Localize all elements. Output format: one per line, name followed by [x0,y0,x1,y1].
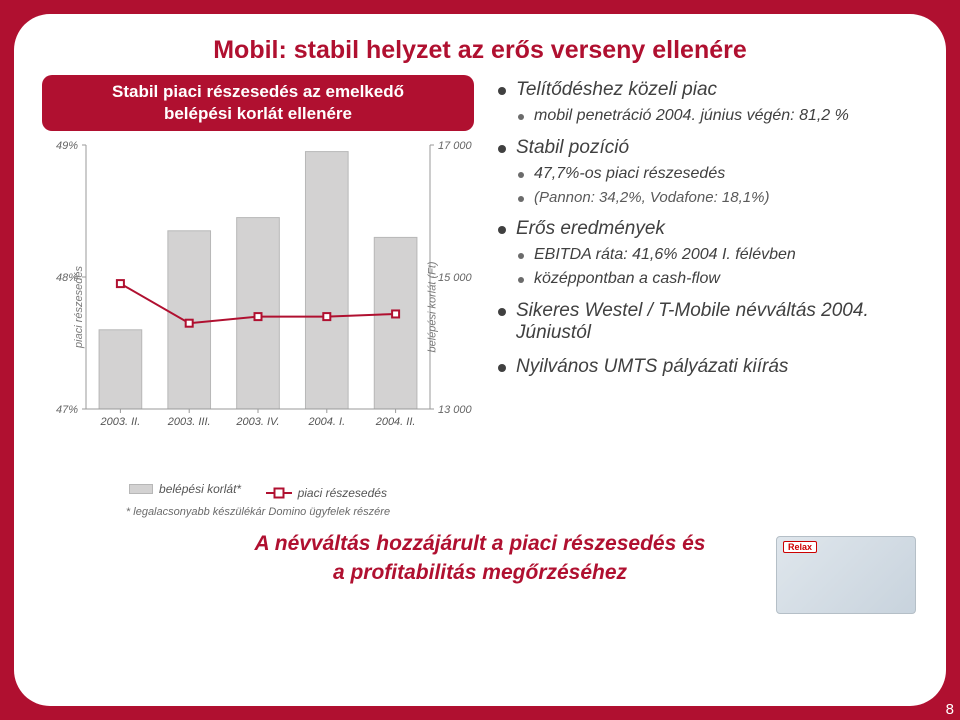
sub-bullet-item: EBITDA ráta: 41,6% 2004 I. félévben [516,246,918,264]
svg-text:2004. I.: 2004. I. [307,416,345,428]
chart-column: Stabil piaci részesedés az emelkedőbelép… [42,75,474,518]
bullet-item: Telítődéshez közeli piac mobil penetráció… [496,79,918,125]
sub-bullet-item: 47,7%-os piaci részesedés [516,165,918,183]
svg-text:2003. III.: 2003. III. [167,416,211,428]
bullet-item: Stabil pozíció 47,7%-os piaci részesedés (… [496,137,918,206]
legend-line-label: piaci részesedés [298,486,387,500]
right-axis-label: belépési korlát (Ft) [426,262,438,353]
bullet-text: Telítődéshez közeli piac [516,79,717,100]
sub-bullet-item: (Pannon: 34,2%, Vodafone: 18,1%) [516,189,918,206]
slide-card: Mobil: stabil helyzet az erős verseny el… [14,14,946,706]
bullet-item: Erős eredmények EBITDA ráta: 41,6% 2004 I… [496,218,918,288]
svg-text:17 000: 17 000 [438,140,473,152]
sub-bullet-item: mobil penetráció 2004. június végén: 81,… [516,107,918,125]
bullet-item: Sikeres Westel / T-Mobile névváltás 2004… [496,300,918,344]
bullets-column: Telítődéshez közeli piac mobil penetráció… [496,75,918,518]
combo-chart: 47%48%49%13 00015 00017 0002003. II.2003… [42,137,474,447]
svg-text:13 000: 13 000 [438,404,473,416]
bullet-text: Sikeres Westel / T-Mobile névváltás 2004… [516,300,869,343]
bullet-text: Stabil pozíció [516,137,629,158]
chart-legend: belépési korlát* piaci részesedés [42,481,474,500]
legend-bar: belépési korlát* [129,482,241,496]
sub-bullet-list: mobil penetráció 2004. június végén: 81,… [516,107,918,125]
slide-title: Mobil: stabil helyzet az erős verseny el… [42,36,918,65]
legend-line: piaci részesedés [266,486,387,500]
bullet-list: Telítődéshez közeli piac mobil penetráció… [496,79,918,378]
legend-bar-label: belépési korlát* [159,482,241,496]
svg-text:2004. II.: 2004. II. [375,416,416,428]
sub-bullet-item: középpontban a cash-flow [516,270,918,288]
chart-wrap: piaci részesedés belépési korlát (Ft) 47… [42,137,474,477]
bullet-item: Nyilvános UMTS pályázati kiírás [496,356,918,378]
svg-text:47%: 47% [56,404,78,416]
map-tag: Relax [783,541,817,553]
sub-bullet-list: 47,7%-os piaci részesedés (Pannon: 34,2%,… [516,165,918,206]
bullet-text: Nyilvános UMTS pályázati kiírás [516,356,788,377]
svg-text:15 000: 15 000 [438,272,473,284]
svg-text:49%: 49% [56,140,78,152]
chart-header: Stabil piaci részesedés az emelkedőbelép… [42,75,474,131]
legend-bar-swatch [129,484,153,494]
bullet-text: Erős eredmények [516,218,665,239]
map-thumbnail: Relax [776,536,916,614]
svg-text:2003. II.: 2003. II. [100,416,141,428]
page-number: 8 [946,701,954,718]
legend-line-swatch [266,492,292,494]
content-row: Stabil piaci részesedés az emelkedőbelép… [42,75,918,518]
chart-footnote: * legalacsonyabb készülékár Domino ügyfe… [42,506,474,518]
left-axis-label: piaci részesedés [73,266,85,348]
svg-text:2003. IV.: 2003. IV. [235,416,279,428]
sub-bullet-list: EBITDA ráta: 41,6% 2004 I. félévben közép… [516,246,918,288]
